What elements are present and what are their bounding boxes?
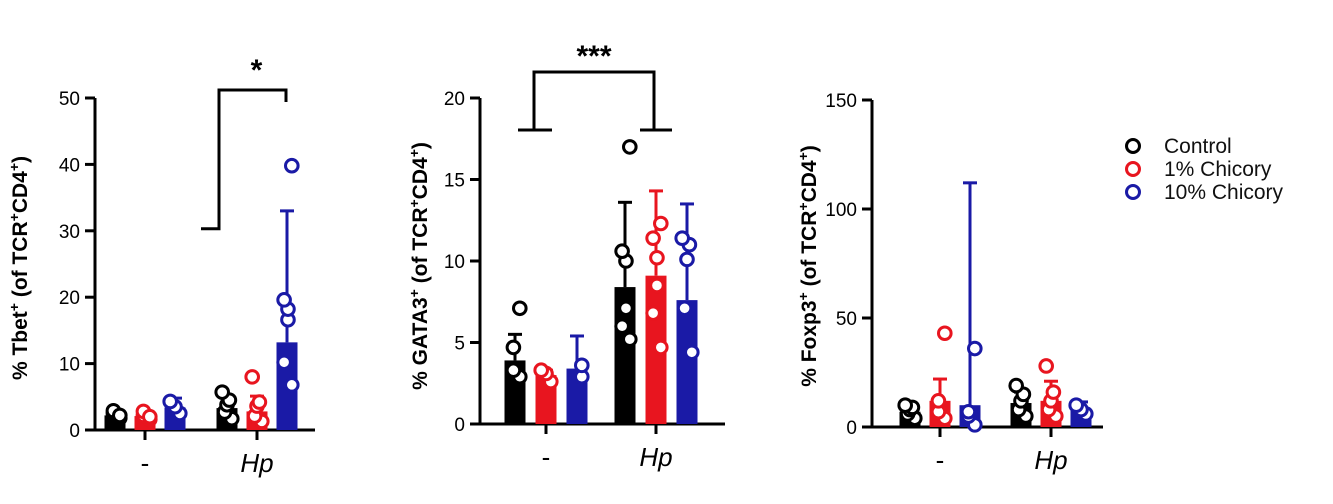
panel2-ylabel: % GATA3+ (of TCR+CD4+) — [406, 142, 432, 390]
data-point — [614, 318, 630, 335]
data-point — [142, 408, 158, 425]
x-category-label: - — [936, 445, 945, 475]
bar — [676, 300, 698, 424]
data-point — [284, 157, 300, 174]
legend-marker-control — [1125, 138, 1141, 154]
y-tick-label: 10 — [59, 355, 80, 376]
legend-label-1pct: 1% Chicory — [1164, 158, 1272, 181]
data-point — [649, 249, 665, 266]
y-tick-label: 20 — [444, 89, 465, 110]
y-tick-label: 0 — [846, 418, 857, 439]
y-tick-label: 30 — [59, 222, 80, 243]
data-point — [967, 340, 983, 357]
x-category-label: Hp — [240, 448, 273, 478]
data-point — [960, 403, 977, 420]
significance-bracket — [532, 70, 656, 130]
data-point — [622, 331, 638, 348]
x-category-label: - — [542, 442, 551, 472]
data-point — [674, 230, 691, 246]
data-point — [251, 394, 268, 410]
data-point — [574, 357, 590, 374]
data-point — [214, 384, 230, 400]
x-category-label: Hp — [639, 442, 672, 472]
x-category-label: - — [141, 448, 150, 478]
y-tick-label: 0 — [69, 421, 80, 442]
panel-1: 0 10 20 30 40 50 - Hp * — [59, 54, 315, 478]
y-tick-label: 0 — [454, 415, 465, 436]
data-point — [684, 344, 700, 361]
data-point — [505, 339, 522, 356]
data-point — [284, 377, 300, 393]
y-tick-label: 40 — [59, 155, 80, 176]
panel-2: 0 5 10 15 20 - Hp *** — [444, 40, 725, 472]
data-point — [1038, 358, 1054, 374]
data-point — [676, 300, 693, 317]
significance-bracket — [201, 88, 288, 231]
y-tick-label: 5 — [454, 334, 465, 355]
data-point — [937, 325, 953, 342]
data-point — [112, 407, 128, 424]
data-point — [645, 230, 661, 246]
data-point — [653, 339, 669, 356]
data-point — [1008, 377, 1025, 394]
y-tick-label: 50 — [836, 309, 857, 330]
y-tick-label: 50 — [59, 89, 80, 110]
panel3-ylabel: % Foxp3+ (of TCR+CD4+) — [795, 145, 821, 387]
significance-label: * — [251, 54, 263, 87]
panel-3: 0 50 100 150 - Hp — [825, 91, 1103, 475]
legend-marker-10pct — [1125, 184, 1141, 200]
data-point — [614, 243, 630, 260]
panel1-ylabel: % Tbet+ (of TCR+CD4+) — [6, 156, 32, 380]
data-point — [930, 393, 947, 409]
x-category-label: Hp — [1034, 445, 1067, 475]
data-point — [679, 251, 695, 268]
data-point — [276, 354, 292, 371]
legend-label-control: Control — [1164, 135, 1232, 158]
y-tick-label: 15 — [444, 171, 465, 192]
y-tick-label: 20 — [59, 288, 80, 309]
y-tick-label: 10 — [444, 252, 465, 273]
significance-label: *** — [576, 40, 611, 73]
data-point — [276, 292, 292, 308]
data-point — [897, 397, 914, 414]
data-point — [1045, 384, 1062, 400]
data-point — [618, 300, 634, 317]
data-point — [162, 393, 178, 410]
data-point — [512, 300, 528, 317]
data-point — [1068, 397, 1084, 414]
legend: Control 1% Chicory 10% Chicory — [1125, 135, 1284, 204]
data-point — [649, 277, 665, 294]
data-point — [653, 215, 669, 232]
legend-marker-1pct — [1125, 161, 1141, 177]
y-tick-label: 100 — [825, 200, 857, 221]
legend-label-10pct: 10% Chicory — [1164, 181, 1284, 204]
y-tick-label: 150 — [825, 91, 857, 112]
data-point — [244, 369, 260, 385]
data-point — [645, 305, 661, 321]
data-point — [622, 139, 638, 155]
data-point — [533, 362, 550, 379]
data-point — [505, 362, 522, 379]
